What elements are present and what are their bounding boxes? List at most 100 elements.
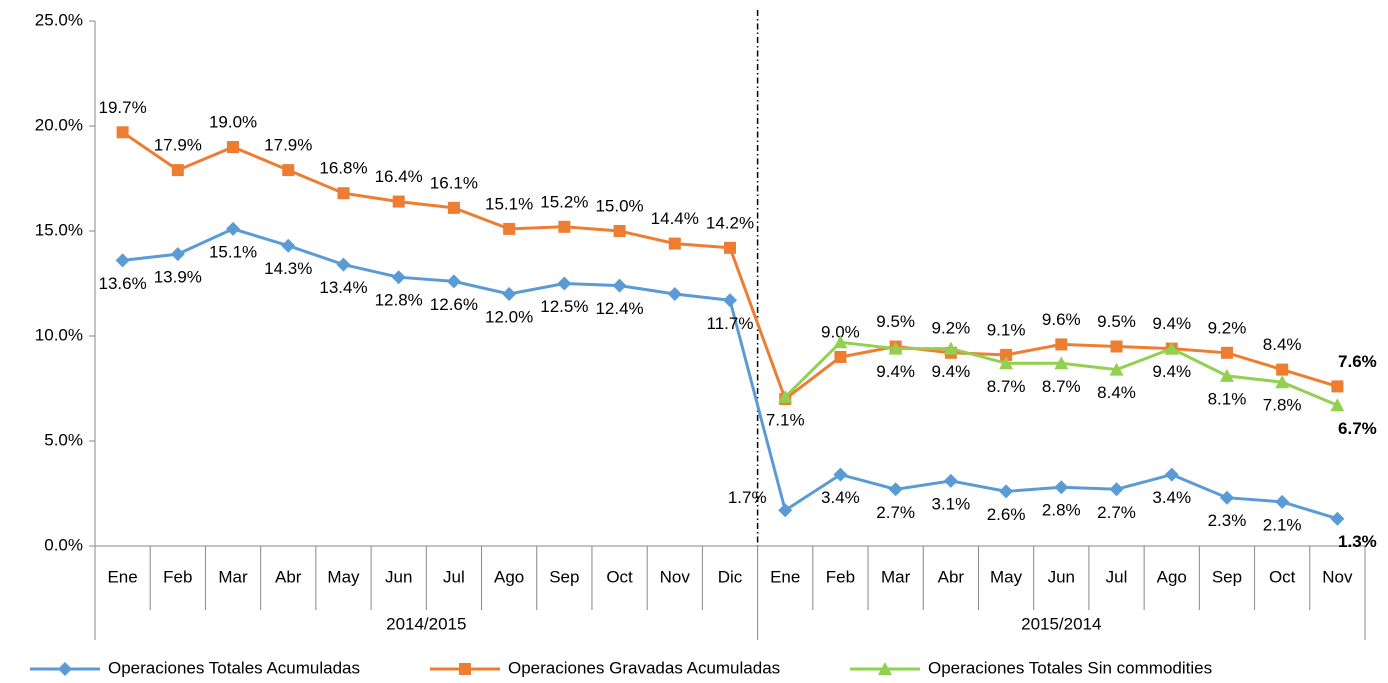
x-tick-label: Nov <box>1322 567 1353 586</box>
data-label: 9.2% <box>931 318 970 337</box>
data-label: 14.3% <box>264 259 312 278</box>
x-tick-label: Feb <box>163 567 192 586</box>
marker <box>834 351 847 363</box>
data-label: 2.7% <box>876 503 915 522</box>
marker <box>1109 362 1124 376</box>
x-tick-label: Jun <box>385 567 412 586</box>
x-tick-label: Mar <box>218 567 248 586</box>
marker <box>1275 375 1290 389</box>
marker <box>170 247 185 262</box>
data-label: 2.1% <box>1263 515 1302 534</box>
data-label: 15.0% <box>595 196 643 215</box>
marker <box>943 473 958 488</box>
marker <box>337 187 350 200</box>
x-tick-label: Oct <box>606 567 633 586</box>
marker <box>878 662 892 675</box>
data-label: 9.4% <box>1152 362 1191 381</box>
data-label: 12.0% <box>485 307 533 326</box>
data-label: 19.0% <box>209 112 257 131</box>
data-label: 1.3% <box>1338 532 1377 551</box>
marker <box>1164 341 1179 355</box>
marker <box>282 164 295 177</box>
x-tick-label: Nov <box>660 567 691 586</box>
data-label: 9.0% <box>821 322 860 341</box>
y-tick-label: 25.0% <box>35 10 83 29</box>
data-label: 3.1% <box>931 494 970 513</box>
y-tick-label: 20.0% <box>35 115 83 134</box>
marker <box>116 126 129 139</box>
data-label: 3.4% <box>1152 488 1191 507</box>
data-label: 7.1% <box>766 410 805 429</box>
data-label: 2.3% <box>1208 511 1247 530</box>
marker <box>336 257 351 272</box>
x-tick-label: Ene <box>770 567 800 586</box>
data-label: 12.4% <box>595 299 643 318</box>
marker <box>226 221 241 236</box>
marker <box>833 467 848 482</box>
x-tick-label: Mar <box>881 567 911 586</box>
data-label: 9.4% <box>876 362 915 381</box>
x-tick-label: May <box>990 567 1023 586</box>
data-label: 12.5% <box>540 297 588 316</box>
marker <box>888 482 903 497</box>
marker <box>1110 340 1123 353</box>
data-label: 12.6% <box>430 295 478 314</box>
data-label: 9.4% <box>931 362 970 381</box>
data-label: 8.1% <box>1208 389 1247 408</box>
marker <box>1164 467 1179 482</box>
marker <box>459 663 471 675</box>
marker <box>447 201 460 214</box>
data-label: 8.7% <box>1042 377 1081 396</box>
marker <box>1109 482 1124 497</box>
data-label: 15.1% <box>209 242 257 261</box>
data-label: 17.9% <box>154 136 202 155</box>
marker <box>281 238 296 253</box>
x-tick-label: Ago <box>1157 567 1187 586</box>
x-tick-label: Jul <box>443 567 465 586</box>
marker <box>723 293 737 308</box>
x-tick-label: Sep <box>1212 567 1242 586</box>
x-tick-label: Oct <box>1269 567 1296 586</box>
marker <box>1219 368 1234 382</box>
data-label: 8.4% <box>1263 335 1302 354</box>
marker <box>1330 398 1345 412</box>
data-label: 16.1% <box>430 173 478 192</box>
x-tick-label: Jul <box>1106 567 1128 586</box>
marker <box>1275 494 1290 509</box>
marker <box>833 335 848 349</box>
data-label: 12.8% <box>375 291 423 310</box>
marker <box>558 220 571 233</box>
marker <box>58 662 72 676</box>
y-tick-label: 15.0% <box>35 220 83 239</box>
x-tick-label: Abr <box>938 567 965 586</box>
data-label: 8.7% <box>987 377 1026 396</box>
marker <box>1054 356 1069 370</box>
data-label: 14.2% <box>706 213 754 232</box>
data-label: 6.7% <box>1338 419 1377 438</box>
marker <box>171 164 184 177</box>
marker <box>1000 348 1013 361</box>
marker <box>503 222 516 235</box>
marker <box>1219 490 1234 505</box>
legend-label: Operaciones Gravadas Acumuladas <box>508 658 780 677</box>
data-label: 19.7% <box>99 98 147 117</box>
marker <box>557 276 572 291</box>
data-label: 15.2% <box>540 192 588 211</box>
data-label: 2.6% <box>987 505 1026 524</box>
x-tick-label: Sep <box>549 567 579 586</box>
marker <box>778 503 793 518</box>
y-tick-label: 0.0% <box>44 535 83 554</box>
x-tick-label: Dic <box>718 567 743 586</box>
data-label: 9.5% <box>1097 312 1136 331</box>
marker <box>446 274 461 289</box>
data-label: 9.6% <box>1042 310 1081 329</box>
marker <box>724 241 736 254</box>
data-label: 2.7% <box>1097 503 1136 522</box>
data-label: 3.4% <box>821 488 860 507</box>
group-label: 2015/2014 <box>1021 614 1101 633</box>
marker <box>1220 346 1233 359</box>
y-tick-label: 10.0% <box>35 325 83 344</box>
group-label: 2014/2015 <box>386 614 466 633</box>
marker <box>502 287 517 301</box>
marker <box>1054 480 1069 495</box>
